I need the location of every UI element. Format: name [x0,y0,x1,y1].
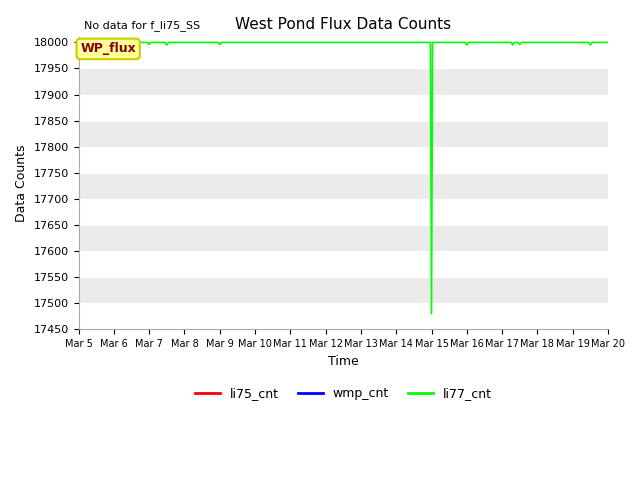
Bar [79,42,608,69]
Bar [79,225,608,251]
X-axis label: Time: Time [328,355,358,368]
Bar [79,303,608,329]
Y-axis label: Data Counts: Data Counts [15,144,28,222]
Bar [79,69,608,95]
Bar [79,147,608,173]
Legend: li75_cnt, wmp_cnt, li77_cnt: li75_cnt, wmp_cnt, li77_cnt [190,382,497,405]
Bar [79,37,608,42]
Bar [79,251,608,277]
Bar [79,277,608,303]
Bar [79,120,608,147]
Text: WP_flux: WP_flux [80,42,136,55]
Title: West Pond Flux Data Counts: West Pond Flux Data Counts [236,17,451,32]
Bar [79,199,608,225]
Bar [79,173,608,199]
Bar [79,95,608,120]
Text: No data for f_li75_SS: No data for f_li75_SS [84,20,200,31]
